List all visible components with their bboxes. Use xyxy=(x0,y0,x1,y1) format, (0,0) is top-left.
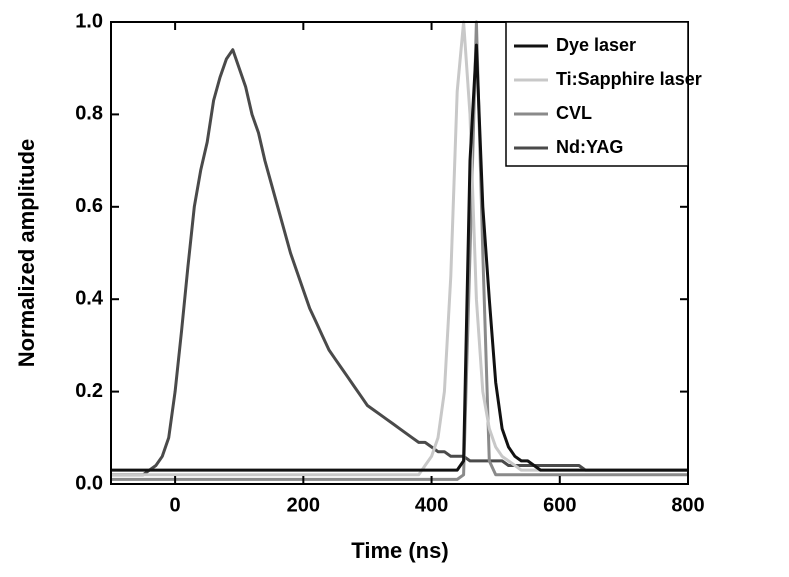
y-tick-label: 0.4 xyxy=(75,287,104,309)
x-tick-label: 600 xyxy=(543,494,576,516)
x-tick-label: 800 xyxy=(671,494,704,516)
y-axis-label: Normalized amplitude xyxy=(14,139,39,368)
series-line xyxy=(111,20,688,481)
series-line xyxy=(111,43,688,472)
legend-label: Dye laser xyxy=(556,35,636,55)
x-axis-label: Time (ns) xyxy=(351,538,448,563)
x-tick-label: 200 xyxy=(287,494,320,516)
legend-label: Ti:Sapphire laser xyxy=(556,69,702,89)
x-tick-label: 0 xyxy=(170,494,181,516)
y-tick-label: 0.2 xyxy=(75,380,103,402)
y-tick-label: 1.0 xyxy=(75,10,103,32)
x-tick-label: 400 xyxy=(415,494,448,516)
y-tick-label: 0.0 xyxy=(75,472,103,494)
y-tick-label: 0.8 xyxy=(75,103,103,125)
legend-label: CVL xyxy=(556,103,592,123)
y-tick-label: 0.6 xyxy=(75,195,103,217)
legend-label: Nd:YAG xyxy=(556,137,623,157)
plot-frame xyxy=(110,21,689,485)
